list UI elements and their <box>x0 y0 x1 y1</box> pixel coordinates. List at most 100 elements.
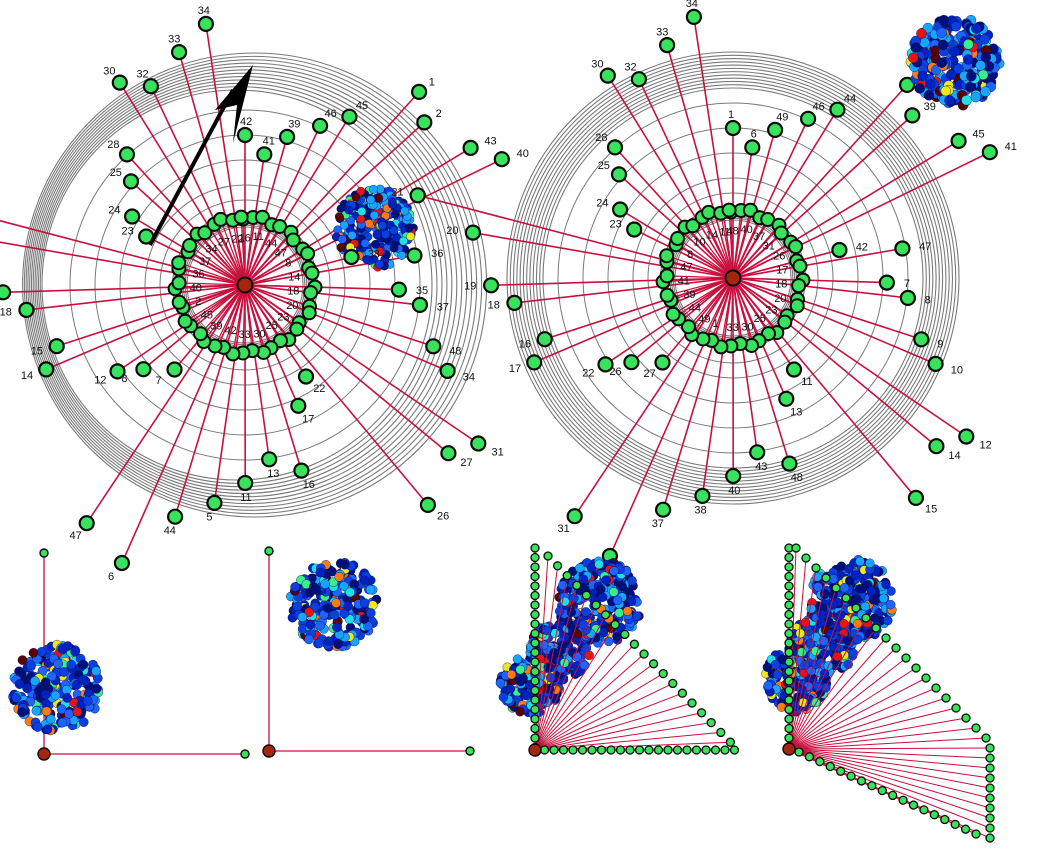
blob-dot <box>336 243 346 252</box>
edge-line <box>732 277 778 333</box>
node-label: 16 <box>519 339 531 351</box>
node-label: 16 <box>239 233 251 245</box>
node-label: 41 <box>678 276 690 288</box>
edge-line <box>213 284 246 504</box>
graph-node <box>113 554 131 572</box>
graph-node <box>904 107 921 124</box>
node-label: 37 <box>199 256 211 268</box>
blob-dot <box>335 212 344 222</box>
graph-node <box>706 717 716 728</box>
node-label: 6 <box>751 129 757 141</box>
node-label: 23 <box>277 312 289 324</box>
blob-dot <box>390 209 400 219</box>
blob-dot <box>337 234 347 244</box>
graph-node <box>941 693 951 703</box>
edge-line <box>26 284 246 311</box>
graph-node <box>710 745 721 755</box>
node-label: 26 <box>437 511 449 523</box>
edge-line <box>732 210 751 279</box>
node-label: 14 <box>706 229 718 241</box>
edge-line <box>732 277 741 344</box>
graph-node <box>665 306 681 322</box>
orbit-ring <box>519 64 947 492</box>
graph-node <box>562 570 572 581</box>
edge-line <box>244 116 351 286</box>
node-label: 32 <box>136 69 148 81</box>
center-node <box>262 744 276 758</box>
node-label: 18 <box>287 286 299 298</box>
graph-node <box>530 714 540 724</box>
blob-dot <box>356 186 366 196</box>
graph-node <box>685 218 701 234</box>
graph-node <box>261 451 278 468</box>
node-label: 8 <box>285 257 291 269</box>
node-label: 46 <box>325 108 337 120</box>
edge-line <box>663 277 734 283</box>
graph-node <box>577 745 588 755</box>
graph-node <box>596 745 607 755</box>
orbit-ring <box>23 55 483 515</box>
node-label: 25 <box>754 313 766 325</box>
graph-node <box>301 305 317 321</box>
blob-dot <box>773 670 783 680</box>
blob-dot <box>516 676 526 687</box>
blob-dot <box>372 230 382 240</box>
blob-dot <box>374 259 384 269</box>
blob-dot <box>828 599 838 609</box>
edge-line <box>204 232 246 286</box>
graph-node <box>506 294 523 311</box>
blob-dot <box>78 717 89 727</box>
graph-node <box>867 781 877 791</box>
graph-node <box>530 704 540 715</box>
graph-node <box>829 101 846 118</box>
node-label: 5 <box>206 512 212 524</box>
graph-node <box>784 714 794 724</box>
node-label: 35 <box>416 285 428 297</box>
fan-panel-3 <box>495 543 740 757</box>
graph-node <box>581 590 592 600</box>
edge-line <box>244 284 282 341</box>
blob-dot <box>980 86 991 97</box>
blob-dot <box>852 594 862 604</box>
graph-node <box>171 294 187 310</box>
blob-dot <box>66 659 77 670</box>
graph-node <box>48 338 65 355</box>
blob-dot <box>566 607 576 617</box>
graph-node <box>142 78 159 95</box>
graph-node <box>784 562 794 572</box>
graph-node <box>552 561 563 571</box>
node-label: 24 <box>596 197 608 209</box>
center-node <box>37 747 51 761</box>
node-label: 40 <box>741 224 753 236</box>
edge-line <box>178 262 246 286</box>
blob-dot <box>290 582 300 592</box>
graph-node <box>720 745 730 755</box>
graph-node <box>530 666 540 677</box>
node-label: 47 <box>70 530 82 542</box>
node-label: 27 <box>218 236 230 248</box>
graph-node <box>530 695 540 705</box>
blob-dot <box>32 722 43 732</box>
blob-dot <box>297 612 308 622</box>
blob-dot <box>346 216 356 226</box>
blob-dot <box>56 704 67 715</box>
node-label: 24 <box>108 204 120 216</box>
edge-line <box>244 284 310 307</box>
blob-dot <box>369 210 379 220</box>
edge-line <box>666 275 734 279</box>
graph-node <box>483 277 500 294</box>
graph-node <box>891 643 901 653</box>
graph-node <box>440 445 457 462</box>
blob-dot <box>404 223 414 233</box>
blob-dot <box>949 46 960 57</box>
blob-dot <box>866 586 877 596</box>
blob-dot <box>886 599 896 610</box>
blob-dot <box>940 85 951 97</box>
blob-dot <box>813 681 823 692</box>
blob-dot <box>381 229 391 239</box>
blob-dot <box>11 693 21 703</box>
edge-line <box>244 284 429 506</box>
node-label: 36 <box>192 268 204 280</box>
blob-dot <box>364 219 374 229</box>
